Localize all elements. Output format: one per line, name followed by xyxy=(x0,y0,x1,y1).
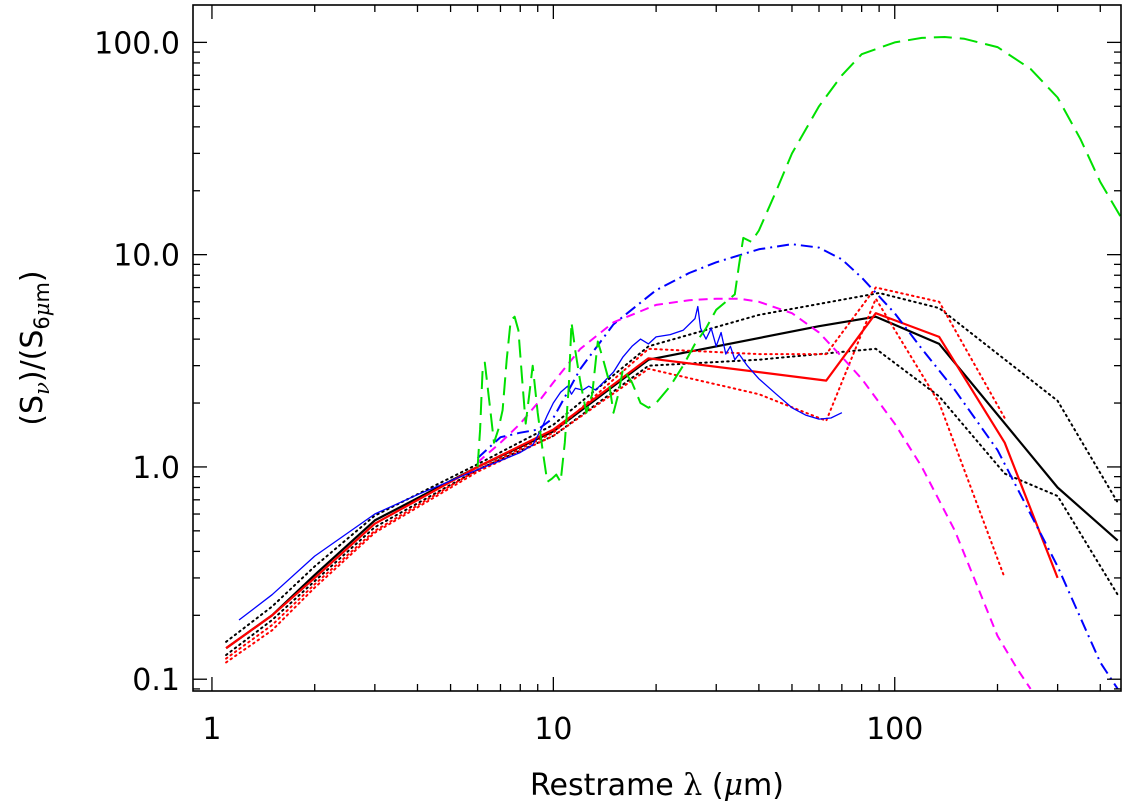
series-line-8 xyxy=(476,243,1119,690)
x-tick-label: 1 xyxy=(202,712,221,747)
series-line-1 xyxy=(225,315,1119,650)
series-line-4 xyxy=(225,312,1059,650)
x-axis-title: Restrame λ (μm) xyxy=(530,768,784,803)
series-line-9 xyxy=(476,297,1032,690)
y-tick-label: 0.1 xyxy=(132,663,180,698)
series-line-10 xyxy=(476,36,1121,483)
series-line-6 xyxy=(225,297,1006,664)
series-line-5 xyxy=(225,286,1006,660)
plot-frame xyxy=(192,4,1122,692)
series-line-3 xyxy=(225,347,1119,656)
y-axis-title: (Sν)/(S6μm) xyxy=(15,270,54,425)
x-tick-label: 100 xyxy=(866,712,923,747)
y-tick-label: 1.0 xyxy=(132,451,180,486)
tick-layer xyxy=(193,5,1121,691)
series-layer xyxy=(225,36,1121,690)
series-line-2 xyxy=(225,292,1119,643)
x-tick-label: 10 xyxy=(534,712,572,747)
y-tick-label: 100.0 xyxy=(94,26,180,61)
series-line-7 xyxy=(238,305,843,621)
y-tick-label: 10.0 xyxy=(113,239,180,274)
tick-label-layer: 1 10 100 0.1 1.0 10.0 100.0 xyxy=(94,26,923,747)
